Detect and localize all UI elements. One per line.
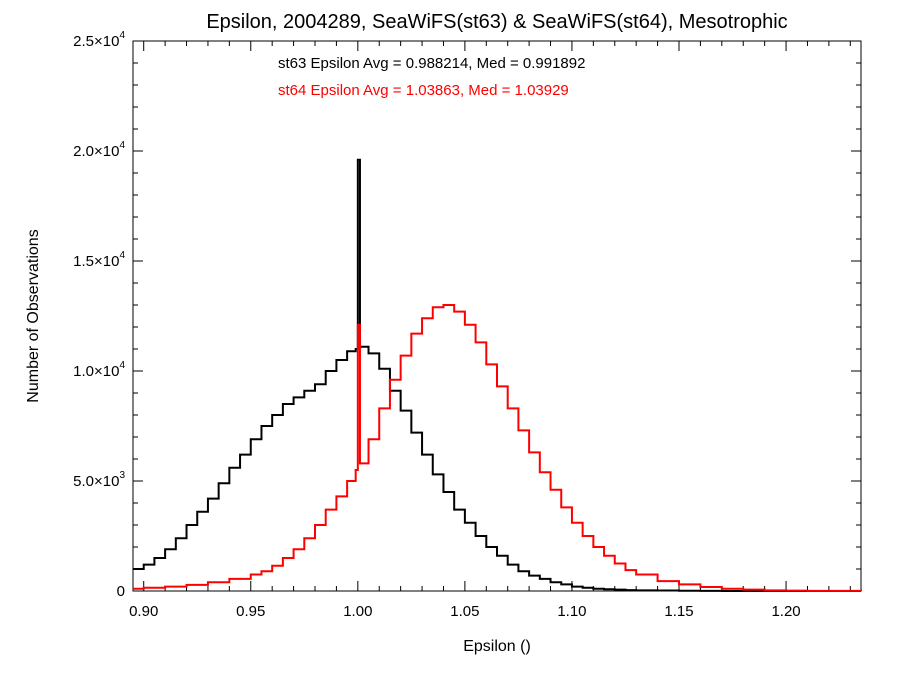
- y-tick-label: 2.0×104: [73, 140, 125, 160]
- annotation-st63: st63 Epsilon Avg = 0.988214, Med = 0.991…: [278, 55, 585, 72]
- x-tick-label: 1.20: [771, 603, 800, 620]
- chart-title: Epsilon, 2004289, SeaWiFS(st63) & SeaWiF…: [206, 11, 787, 33]
- x-tick-label: 1.05: [450, 603, 479, 620]
- x-tick-label: 1.15: [664, 603, 693, 620]
- y-tick-label: 5.0×103: [73, 470, 125, 490]
- x-axis-ticks: 0.90 0.95 1.00 1.05 1.10 1.15 1.20: [129, 41, 851, 620]
- plot-frame: [132, 40, 862, 592]
- x-tick-label: 1.10: [557, 603, 586, 620]
- x-tick-label: 1.00: [343, 603, 372, 620]
- series-line-0: [133, 158, 861, 592]
- y-axis-ticks: 0 5.0×103 1.0×104 1.5×104 2.0×104 2.5×104: [73, 30, 861, 600]
- x-axis-label: Epsilon (): [463, 638, 531, 655]
- y-axis-label: Number of Observations: [25, 229, 42, 402]
- y-tick-label: 0: [117, 583, 125, 600]
- y-tick-label: 2.5×104: [73, 30, 125, 50]
- annotation-st64: st64 Epsilon Avg = 1.03863, Med = 1.0392…: [278, 82, 569, 99]
- series-layer: [133, 158, 862, 592]
- y-tick-label: 1.5×104: [73, 250, 125, 270]
- x-tick-label: 0.90: [129, 603, 158, 620]
- series-line-1: [133, 304, 862, 592]
- x-tick-label: 0.95: [236, 603, 265, 620]
- y-tick-label: 1.0×104: [73, 360, 125, 380]
- plot-border: [132, 40, 862, 592]
